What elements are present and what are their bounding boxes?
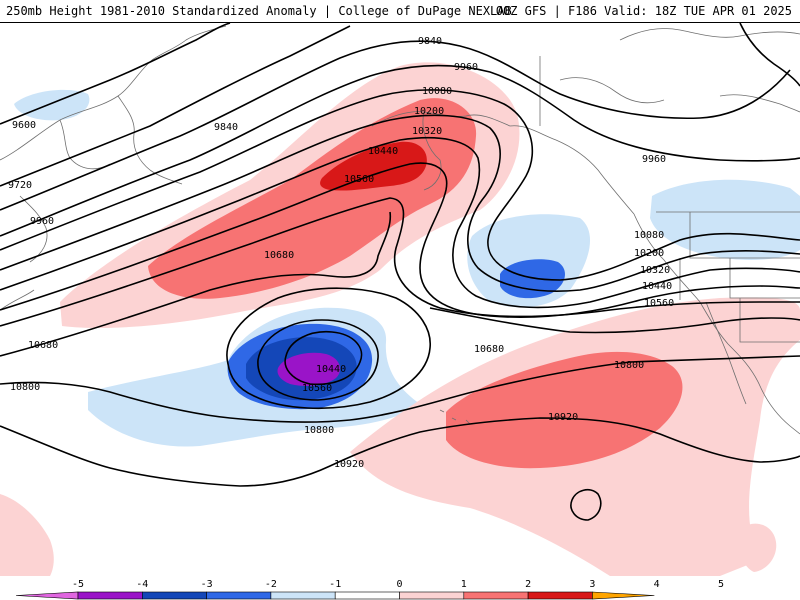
contour-10680-south <box>429 307 800 334</box>
negative-anomaly-purple-core <box>277 352 341 386</box>
contour-label: 9840 <box>418 36 442 47</box>
contour-10440-closed <box>284 331 363 386</box>
contour-label: 9600 <box>12 120 36 131</box>
contour-label: 10080 <box>422 86 452 97</box>
contour-label: 10800 <box>10 382 40 393</box>
colorbar-tick-label: 5 <box>718 579 724 590</box>
contour-label: 10200 <box>634 248 664 259</box>
colorbar-tick-label: -3 <box>201 579 213 590</box>
negative-anomaly-light-west-us <box>650 179 800 260</box>
colorbar-swatch <box>399 591 465 600</box>
contour-label: 10800 <box>304 425 334 436</box>
anomaly-map: 9600 9720 9840 9840 9960 9960 9960 10080… <box>0 23 800 576</box>
contour-10560 <box>0 197 800 327</box>
colorbar-tick-label: 3 <box>589 579 595 590</box>
contour-label: 10800 <box>614 360 644 371</box>
contour-label: 10320 <box>412 126 442 137</box>
colorbar-swatch <box>270 591 336 600</box>
contour-label: 10560 <box>344 174 374 185</box>
height-contours <box>0 23 800 521</box>
contour-label: 10440 <box>368 146 398 157</box>
positive-anomaly-light-sw-corner <box>0 494 54 576</box>
contour-label: 9960 <box>30 216 54 227</box>
contour-label: 10560 <box>302 383 332 394</box>
contour-label: 10680 <box>28 340 58 351</box>
colorbar-swatch <box>77 591 143 600</box>
colorbar-arrow-high <box>592 591 655 600</box>
contour-10920 <box>0 417 800 487</box>
contour-label: 10920 <box>334 459 364 470</box>
coastlines <box>0 25 800 435</box>
contour-10200 <box>0 114 800 292</box>
contour-10560-closed <box>257 319 379 401</box>
contour-label: 10440 <box>642 281 672 292</box>
contour-label: 10560 <box>644 298 674 309</box>
contour-9960 <box>0 64 800 237</box>
contour-label: 9960 <box>454 62 478 73</box>
contour-label: 10320 <box>640 265 670 276</box>
model-run-info: 00Z GFS | F186 Valid: 18Z TUE APR 01 202… <box>495 4 792 18</box>
contour-label: 10920 <box>548 412 578 423</box>
contour-10440 <box>0 162 800 318</box>
colorbar-tick-label: -1 <box>329 579 341 590</box>
colorbar-tick-label: -2 <box>265 579 277 590</box>
contour-label: 10680 <box>474 344 504 355</box>
colorbar-tick-label: 2 <box>525 579 531 590</box>
contour-label: 9720 <box>8 180 32 191</box>
negative-anomaly-medium-gulf <box>500 259 565 299</box>
contour-label: 10200 <box>414 106 444 117</box>
contour-10080 <box>0 89 800 281</box>
colorbar-tick-label: 0 <box>396 579 402 590</box>
colorbar-tick-label: -5 <box>72 579 84 590</box>
map-header: 250mb Height 1981-2010 Standardized Anom… <box>0 0 800 23</box>
colorbar-tick-label: -4 <box>136 579 148 590</box>
positive-anomaly-dark-alaska <box>320 141 427 191</box>
anomaly-colorbar: -5 -4 -3 -2 -1 0 1 2 3 4 5 <box>0 576 800 600</box>
contour-10680-closed <box>226 287 431 409</box>
contour-9840-north <box>739 23 800 87</box>
negative-anomaly-light-north-pacific <box>14 89 90 121</box>
contour-10680 <box>0 211 392 357</box>
contour-label: 10080 <box>634 230 664 241</box>
contour-label: 9840 <box>214 122 238 133</box>
contour-label: 9960 <box>642 154 666 165</box>
colorbar-tick-label: 4 <box>654 579 660 590</box>
contour-10920-south-loop <box>570 488 602 521</box>
positive-anomaly-light-baja <box>739 523 777 572</box>
colorbar-swatch <box>206 591 272 600</box>
contour-label: 10440 <box>316 364 346 375</box>
contour-label: 10680 <box>264 250 294 261</box>
colorbar-swatch <box>142 591 207 600</box>
contour-9600 <box>0 23 231 125</box>
contour-labels: 9600 9720 9840 9840 9960 9960 9960 10080… <box>8 36 674 470</box>
contour-9720 <box>0 25 351 187</box>
colorbar-swatch <box>334 591 400 600</box>
contour-9840 <box>0 40 791 211</box>
positive-anomaly-medium-subtropical <box>446 351 683 469</box>
colorbar-swatch <box>463 591 529 600</box>
map-title: 250mb Height 1981-2010 Standardized Anom… <box>6 4 512 18</box>
contour-10800 <box>0 355 800 423</box>
colorbar-swatch <box>527 591 593 600</box>
colorbar-arrow-low <box>15 591 79 600</box>
contour-10320 <box>0 137 800 309</box>
colorbar-tick-label: 1 <box>461 579 467 590</box>
